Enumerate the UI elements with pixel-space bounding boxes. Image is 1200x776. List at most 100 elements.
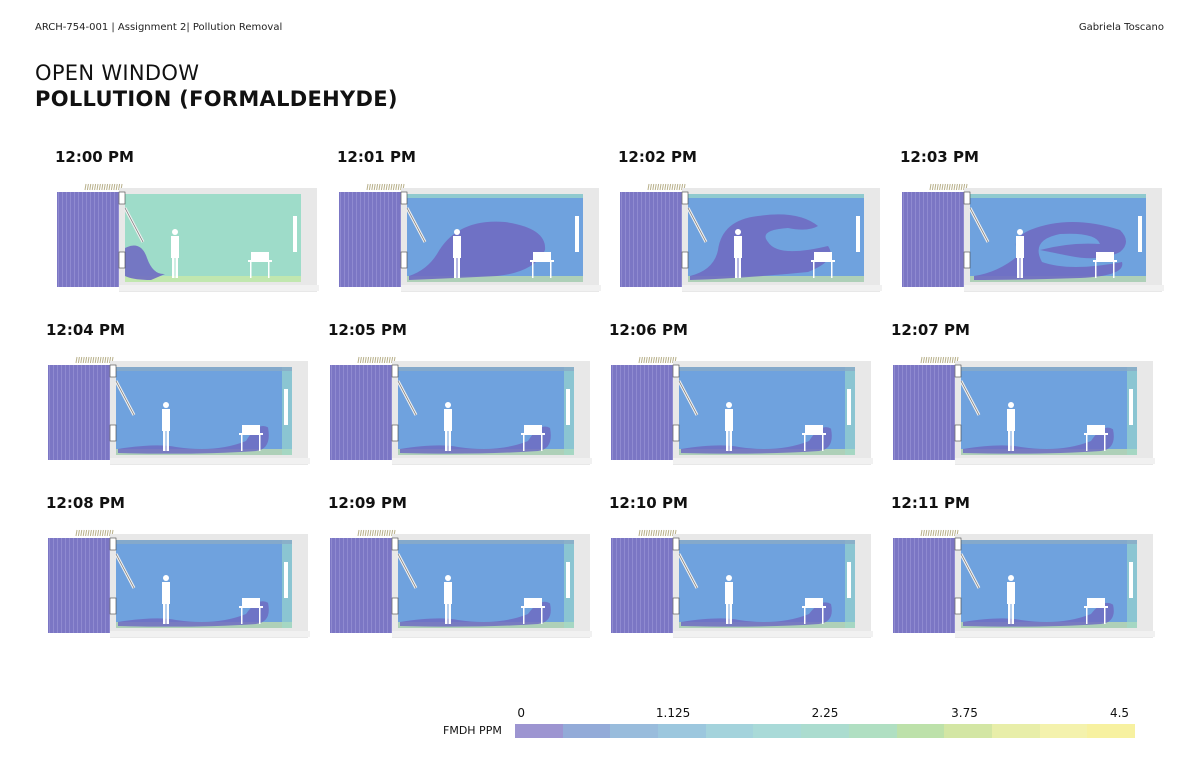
roof-vegetation <box>84 183 123 191</box>
legend-tick-label: 0 <box>517 706 526 720</box>
clean-air-plume <box>963 602 1114 627</box>
desk <box>802 598 826 624</box>
occupant-figure <box>1016 229 1024 278</box>
clean-air-plume <box>118 601 269 627</box>
pollution-section-diagram <box>611 529 873 638</box>
roof-vegetation <box>929 183 968 191</box>
legend-color-step <box>658 724 706 738</box>
legend-color-step <box>1039 724 1088 738</box>
clean-air-plume <box>974 222 1126 280</box>
clean-air-plume <box>400 426 551 454</box>
frame-time-label: 12:04 PM <box>46 321 125 339</box>
legend-color-step <box>562 724 611 738</box>
roof-vegetation <box>638 356 677 364</box>
frame-time-label: 12:10 PM <box>609 494 688 512</box>
room-air <box>125 194 301 282</box>
frame-time-label: 12:00 PM <box>55 148 134 166</box>
author-name: Gabriela Toscano <box>1078 22 1164 33</box>
clean-air-plume <box>409 221 546 280</box>
outdoor-air <box>611 365 673 460</box>
legend-color-step <box>944 724 992 738</box>
clean-air-plume <box>400 601 551 627</box>
occupant-figure <box>444 402 452 451</box>
outdoor-air <box>330 538 392 633</box>
course-header: ARCH-754-001 | Assignment 2| Pollution R… <box>35 22 283 33</box>
legend-color-step <box>753 724 802 738</box>
door <box>566 389 570 425</box>
frame-time-label: 12:11 PM <box>891 494 970 512</box>
frame-time-label: 12:02 PM <box>618 148 697 166</box>
outdoor-air <box>620 192 682 287</box>
clean-air-plume <box>690 214 831 280</box>
occupant-figure <box>444 575 452 624</box>
pollution-section-diagram <box>611 356 873 465</box>
clean-air-plume <box>681 602 832 627</box>
roof-vegetation <box>357 356 396 364</box>
legend-tick-label: 1.125 <box>655 706 691 720</box>
pollution-section-diagram <box>339 183 601 292</box>
occupant-figure <box>171 229 179 278</box>
frame-time-label: 12:05 PM <box>328 321 407 339</box>
desk <box>802 425 826 451</box>
frame-time-label: 12:08 PM <box>46 494 125 512</box>
clean-air-plume <box>681 427 832 454</box>
roof-vegetation <box>75 529 114 537</box>
pollution-section-diagram <box>48 356 310 465</box>
desk <box>521 425 545 451</box>
pollution-section-diagram <box>893 356 1155 465</box>
frame-time-label: 12:01 PM <box>337 148 416 166</box>
roof-vegetation <box>638 529 677 537</box>
roof-vegetation <box>357 529 396 537</box>
clean-air-plume <box>125 245 165 280</box>
legend-color-step <box>1087 724 1135 738</box>
outdoor-air <box>611 538 673 633</box>
desk <box>1084 425 1108 451</box>
occupant-figure <box>734 229 742 278</box>
outdoor-air <box>339 192 401 287</box>
legend-color-step <box>610 724 659 738</box>
pollution-section-diagram <box>620 183 882 292</box>
legend-color-step <box>515 724 563 738</box>
desk <box>1093 252 1117 278</box>
door <box>1129 562 1133 598</box>
clean-air-plume <box>118 425 269 454</box>
frame-time-label: 12:07 PM <box>891 321 970 339</box>
legend-ticks: 0 1.125 2.25 3.75 4.5 <box>515 706 1135 722</box>
outdoor-air <box>57 192 119 287</box>
page-title: OPEN WINDOW POLLUTION (FORMALDEHYDE) <box>35 60 398 112</box>
door <box>847 562 851 598</box>
occupant-figure <box>162 402 170 451</box>
door <box>284 562 288 598</box>
door <box>856 216 860 252</box>
roof-vegetation <box>75 356 114 364</box>
pollution-section-diagram <box>330 529 592 638</box>
legend-color-bar <box>515 724 1135 738</box>
door <box>293 216 297 252</box>
legend-color-step <box>801 724 849 738</box>
legend-color-step <box>705 724 754 738</box>
roof-vegetation <box>920 356 959 364</box>
frame-time-label: 12:03 PM <box>900 148 979 166</box>
roof-vegetation <box>366 183 405 191</box>
pollution-section-diagram <box>57 183 319 292</box>
desk <box>521 598 545 624</box>
outdoor-air <box>902 192 964 287</box>
desk <box>248 252 272 278</box>
outdoor-air <box>330 365 392 460</box>
legend-color-step <box>896 724 945 738</box>
clean-air-plume <box>963 427 1114 454</box>
outdoor-air <box>893 365 955 460</box>
legend-tick-label: 2.25 <box>811 706 839 720</box>
outdoor-air <box>893 538 955 633</box>
roof-vegetation <box>920 529 959 537</box>
outdoor-air <box>48 538 110 633</box>
legend-color-step <box>848 724 897 738</box>
title-line-1: OPEN WINDOW <box>35 61 200 85</box>
legend-tick-label: 4.5 <box>1109 706 1130 720</box>
door <box>1138 216 1142 252</box>
frame-time-label: 12:06 PM <box>609 321 688 339</box>
desk <box>530 252 554 278</box>
roof-vegetation <box>647 183 686 191</box>
door <box>566 562 570 598</box>
occupant-figure <box>725 575 733 624</box>
